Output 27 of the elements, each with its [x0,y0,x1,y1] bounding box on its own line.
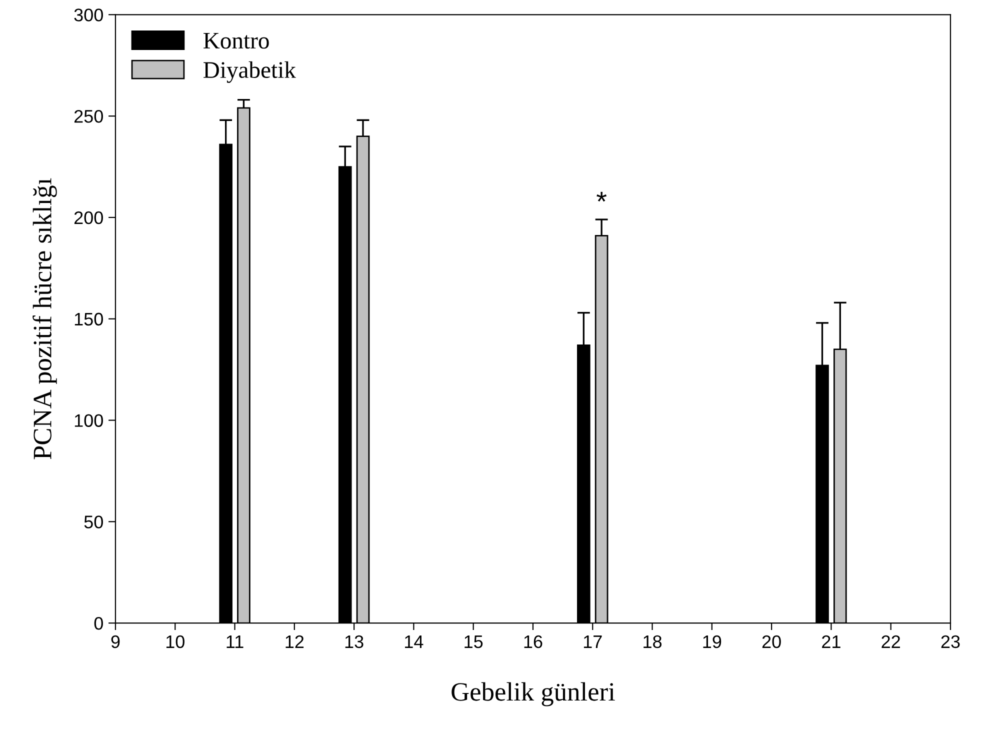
x-tick-label: 9 [111,635,120,648]
x-tick-label: 11 [226,636,244,648]
x-tick-label: 10 [166,635,184,648]
x-tick-label: 23 [941,635,960,648]
x-tick-label: 17 [584,636,602,648]
y-tick-label: 50 [84,516,103,528]
annotation: * [596,192,607,202]
x-tick-label: 12 [286,635,304,648]
y-tick-label: 200 [74,211,103,224]
x-tick-label: 22 [882,635,900,648]
x-axis-title: Gebelik günleri [452,682,615,706]
x-tick-label: 16 [524,635,542,648]
x-tick-label: 19 [703,635,722,648]
x-tick-label: 15 [464,636,483,648]
legend-label: Kontro [204,32,269,49]
x-tick-label: 14 [405,636,424,648]
x-tick-label: 21 [822,635,840,648]
y-tick-label: 300 [74,8,103,22]
y-tick-label: 0 [94,616,103,630]
x-tick-label: 13 [345,635,364,648]
y-tick-label: 150 [74,312,103,326]
y-tick-label: 100 [74,414,103,427]
x-tick-label: 18 [644,635,662,648]
legend-label: Diyabetik [204,61,296,83]
y-tick-label: 250 [74,110,103,123]
x-tick-label: 20 [762,635,781,648]
y-axis-title: PCNA pozitif hücre sıklığı [32,178,57,460]
